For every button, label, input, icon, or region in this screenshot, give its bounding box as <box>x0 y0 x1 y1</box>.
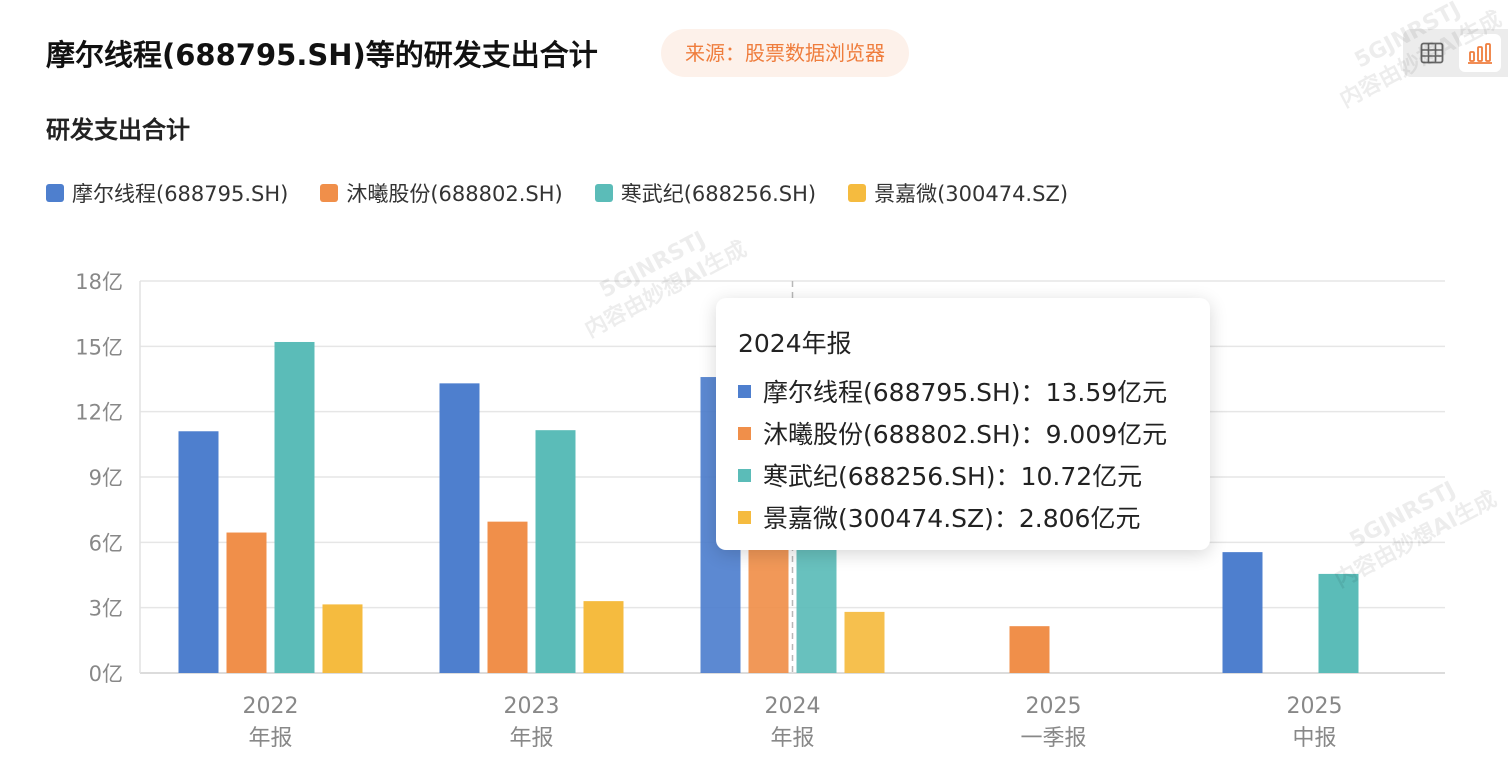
y-tick-label: 12亿 <box>75 401 123 425</box>
y-tick-label: 18亿 <box>75 270 123 294</box>
tooltip-row: 寒武纪(688256.SH)： 10.72亿元 <box>738 454 1210 496</box>
tooltip-row: 摩尔线程(688795.SH)： 13.59亿元 <box>738 370 1210 412</box>
bar <box>583 601 624 673</box>
bar <box>439 383 480 673</box>
legend-swatch <box>320 184 339 202</box>
legend-swatch <box>46 184 64 202</box>
tooltip-label: 摩尔线程(688795.SH)： <box>763 378 1046 407</box>
x-tick-label: 年报 <box>509 726 553 751</box>
tooltip-value: 2.806亿元 <box>1018 504 1141 533</box>
tooltip-row: 景嘉微(300474.SZ)： 2.806亿元 <box>738 496 1210 538</box>
bar <box>1222 552 1263 673</box>
legend-swatch <box>848 184 867 202</box>
chart-view-button[interactable] <box>1459 34 1501 72</box>
chart-subtitle: 研发支出合计 <box>46 116 190 144</box>
bar <box>535 430 576 673</box>
table-icon <box>1420 42 1444 64</box>
x-tick-label: 2025 <box>1026 694 1082 719</box>
x-tick-label: 2022 <box>243 694 299 719</box>
y-tick-label: 3亿 <box>89 597 123 621</box>
tooltip-value: 9.009亿元 <box>1045 420 1168 449</box>
legend-item-moore-threads[interactable]: 摩尔线程(688795.SH) <box>46 178 288 208</box>
tooltip-label: 寒武纪(688256.SH)： <box>763 462 1021 491</box>
tooltip-swatch <box>738 426 751 440</box>
chart-tooltip: 2024年报 摩尔线程(688795.SH)： 13.59亿元 沐曦股份(688… <box>716 298 1210 550</box>
bar <box>226 532 267 673</box>
chart-legend: 摩尔线程(688795.SH) 沐曦股份(688802.SH) 寒武纪(6882… <box>46 178 1068 208</box>
x-tick-label: 中报 <box>1292 726 1336 751</box>
x-tick-label: 2025 <box>1287 694 1343 719</box>
x-tick-label: 年报 <box>770 726 814 751</box>
legend-item-jingjiawei[interactable]: 景嘉微(300474.SZ) <box>848 178 1068 208</box>
y-tick-label: 0亿 <box>89 662 123 686</box>
tooltip-row: 沐曦股份(688802.SH)： 9.009亿元 <box>738 412 1210 454</box>
tooltip-label: 沐曦股份(688802.SH)： <box>763 420 1046 449</box>
tooltip-swatch <box>738 510 751 524</box>
bar <box>178 431 219 673</box>
tooltip-value: 10.72亿元 <box>1020 462 1143 491</box>
legend-label: 沐曦股份(688802.SH) <box>346 182 563 206</box>
tooltip-label: 景嘉微(300474.SZ)： <box>763 504 1019 533</box>
tooltip-title: 2024年报 <box>738 329 852 358</box>
bar <box>322 604 363 673</box>
page-title: 摩尔线程(688795.SH)等的研发支出合计 <box>46 38 598 72</box>
x-tick-label: 一季报 <box>1020 726 1086 751</box>
y-tick-label: 9亿 <box>89 466 123 490</box>
source-badge[interactable]: 来源：股票数据浏览器 <box>661 29 909 77</box>
legend-item-cambricon[interactable]: 寒武纪(688256.SH) <box>594 178 817 208</box>
bar-chart-icon <box>1468 43 1492 64</box>
bar <box>274 341 315 673</box>
x-tick-label: 年报 <box>248 726 292 751</box>
y-tick-label: 6亿 <box>89 531 123 555</box>
x-tick-label: 2023 <box>504 694 560 719</box>
legend-label: 景嘉微(300474.SZ) <box>874 182 1069 206</box>
y-tick-label: 15亿 <box>75 335 123 359</box>
legend-label: 摩尔线程(688795.SH) <box>72 182 289 206</box>
tooltip-value: 13.59亿元 <box>1045 378 1168 407</box>
bar <box>1318 573 1359 673</box>
bar <box>1009 626 1050 673</box>
tooltip-swatch <box>738 468 751 482</box>
bar <box>487 521 528 673</box>
bar <box>844 611 885 673</box>
legend-label: 寒武纪(688256.SH) <box>620 182 817 206</box>
view-toggle <box>1403 29 1508 77</box>
legend-item-muxi[interactable]: 沐曦股份(688802.SH) <box>320 178 563 208</box>
x-tick-label: 2024 <box>765 694 821 719</box>
legend-swatch <box>594 184 613 202</box>
tooltip-swatch <box>738 384 751 398</box>
table-view-button[interactable] <box>1411 34 1453 72</box>
